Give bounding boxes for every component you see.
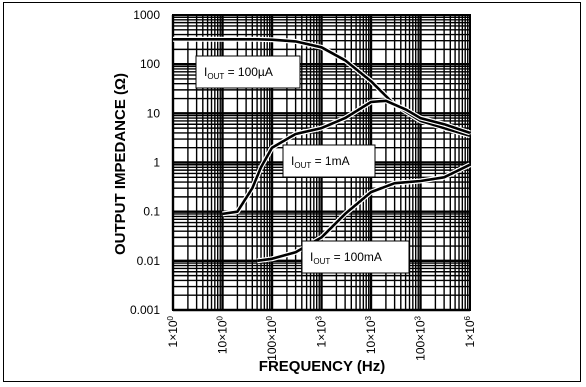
x-tick-base: 1×10	[463, 320, 477, 347]
series-line-2	[256, 163, 471, 263]
x-tick-label: 10×103	[364, 315, 378, 354]
series-layer	[173, 36, 472, 264]
callout-subscript: OUT	[294, 161, 311, 170]
y-axis-title: OUTPUT IMPEDANCE (Ω)	[112, 73, 129, 255]
y-tick-label: 10	[147, 106, 161, 120]
callout-label: IOUT = 100mA	[310, 250, 382, 266]
callout-prefix: I	[291, 154, 294, 168]
callout-prefix: I	[204, 65, 207, 79]
series-callout-0: IOUT = 100µA	[195, 55, 301, 89]
series-line-0	[173, 38, 471, 137]
x-tick-label: 1×106	[463, 315, 477, 347]
callout-label: IOUT = 100µA	[204, 65, 273, 81]
x-tick-base: 100×10	[414, 320, 428, 361]
x-tick-labels: 1×10010×100100×1001×10310×103100×1031×10…	[166, 315, 477, 360]
x-tick-label: 100×100	[265, 315, 279, 360]
callout-suffix: = 100µA	[224, 65, 273, 79]
y-tick-label: 0.01	[137, 254, 161, 268]
y-tick-label: 1	[153, 156, 160, 170]
callout-box	[282, 144, 376, 178]
callout-subscript: OUT	[313, 257, 330, 266]
x-tick-exponent: 0	[166, 315, 175, 320]
y-tick-labels: 1000 100 10 1 0.1 0.01 0.001	[130, 8, 160, 317]
x-tick-label: 1×100	[166, 315, 180, 347]
callout-box	[301, 240, 410, 274]
x-tick-label: 10×100	[216, 315, 230, 354]
y-tick-label: 100	[140, 57, 160, 71]
callout-box	[195, 55, 301, 89]
y-tick-label: 1000	[133, 8, 160, 22]
callout-suffix: = 100mA	[330, 250, 382, 264]
x-tick-base: 1×10	[315, 320, 329, 347]
x-tick-exponent: 3	[414, 315, 423, 320]
series-line-1	[222, 99, 471, 216]
x-tick-exponent: 6	[463, 315, 472, 320]
x-tick-exponent: 0	[265, 315, 274, 320]
series-callout-2: IOUT = 100mA	[301, 240, 410, 274]
y-tick-label: 0.001	[130, 303, 160, 317]
x-tick-exponent: 0	[216, 315, 225, 320]
x-tick-base: 1×10	[166, 320, 180, 347]
x-tick-exponent: 3	[315, 315, 324, 320]
x-tick-label: 100×103	[414, 315, 428, 360]
callout-suffix: = 1mA	[311, 154, 349, 168]
callout-subscript: OUT	[207, 72, 224, 81]
callout-label: IOUT = 1mA	[291, 154, 350, 170]
x-axis-title: FREQUENCY (Hz)	[259, 358, 385, 375]
x-tick-exponent: 3	[364, 315, 373, 320]
x-tick-base: 10×10	[364, 320, 378, 354]
y-tick-label: 0.1	[143, 205, 160, 219]
series-callout-1: IOUT = 1mA	[282, 144, 376, 178]
x-tick-label: 1×103	[315, 315, 329, 347]
callout-prefix: I	[310, 250, 313, 264]
x-tick-base: 100×10	[265, 320, 279, 361]
x-tick-base: 10×10	[216, 320, 230, 354]
